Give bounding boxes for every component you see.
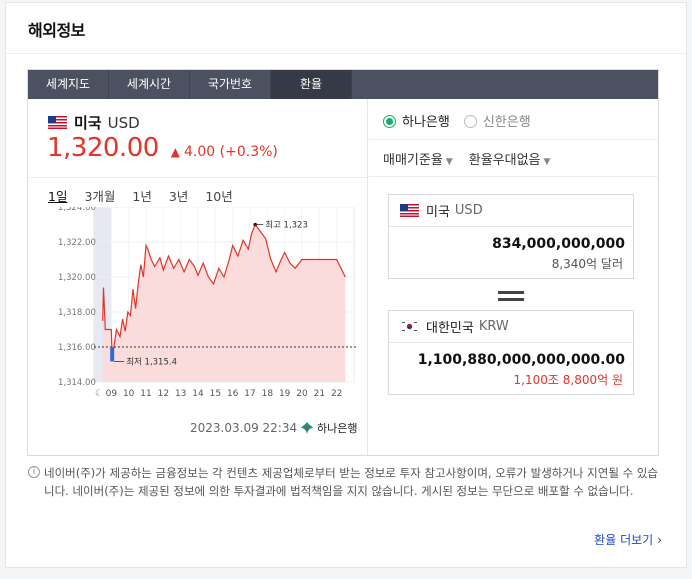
us-flag-icon [400,204,419,217]
option-dropdowns: 매매기준율 ▼ 환율우대없음 ▼ [383,149,566,168]
kr-flag-icon [400,320,419,333]
divider [6,53,686,54]
x-tick-label: 09 [106,389,118,399]
converter-to-box[interactable]: 대한민국 KRW 1,100,880,000,000,000.00 1,100조… [388,310,634,395]
hana-bank-logo-icon [301,422,313,434]
caret-down-icon: ▼ [543,157,551,167]
y-tick-label: 1,320.00 [58,273,96,283]
series-line [102,223,346,358]
exchange-widget: 세계지도 세계시간 국가번호 환율 미국 USD 1,320. [27,69,659,456]
x-tick-label: 13 [175,389,186,399]
x-tick-label: 17 [244,389,255,399]
x-tick-label: 10 [123,389,135,399]
converter-to-currency[interactable]: 대한민국 KRW [389,311,633,343]
bank-logo: 하나은행 [300,420,357,436]
divider [369,139,659,140]
x-tick-label: 22 [331,389,342,399]
tab-country-code[interactable]: 국가번호 [190,70,271,99]
x-tick-label: 18 [262,389,274,399]
y-tick-label: 1,314.00 [58,378,96,388]
exchange-more-link[interactable]: 환율 더보기 › [594,531,662,548]
section-title: 해외정보 [28,21,85,40]
y-tick-label: 1,324.00 [58,207,96,213]
rate-type-label: 매매기준율 [383,153,443,168]
preferential-rate-label: 환율우대없음 [468,153,541,168]
from-amount-words: 8,340억 달러 [551,257,623,271]
to-currency-code: KRW [478,319,509,334]
change-percent: (+0.3%) [219,144,278,160]
period-1d[interactable]: 1일 [48,189,68,204]
from-currency-name: 미국 [426,205,450,220]
exchange-rate-chart: 1,324.00 1,322.00 1,320.00 1,318.00 1,316.00… [58,207,356,399]
caret-down-icon: ▼ [445,157,453,167]
bank-option-label: 신한은행 [482,115,531,130]
high-annotation: 최고 1,323 [265,220,308,231]
bank-logo-text: 하나은행 [317,422,358,435]
bank-option-hana[interactable]: 하나은행 [383,111,450,130]
currency-name: 미국 [74,114,102,132]
rate-type-dropdown[interactable]: 매매기준율 ▼ [383,149,453,168]
divider [28,177,367,178]
radio-unselected-icon [463,115,477,128]
chevron-right-icon: › [657,533,662,547]
converter-panel: 하나은행 신한은행 매매기준율 ▼ 환율우대없음 ▼ [369,99,659,455]
from-amount-input[interactable]: 834,000,000,000 [492,236,625,252]
tab-world-time[interactable]: 세계시간 [109,70,190,99]
x-tick-label: 11 [140,389,151,399]
converter-from-currency[interactable]: 미국 USD [389,195,633,227]
x-tick-label: 12 [158,389,169,399]
period-3y[interactable]: 3년 [168,189,189,204]
radio-selected-icon [383,115,396,128]
period-1y[interactable]: 1년 [132,189,152,204]
timestamp: 2023.03.09 22:34 [190,421,298,435]
from-currency-code: USD [454,203,483,218]
to-currency-name: 대한민국 [426,321,474,336]
us-flag-icon [48,116,67,129]
tab-world-map[interactable]: 세계지도 [28,70,109,99]
more-link-label: 환율 더보기 [594,533,654,547]
bank-option-shinhan[interactable]: 신한은행 [463,111,531,130]
to-amount-words: 1,100조 8,800억 원 [513,373,623,387]
disclaimer: i 네이버(주)가 제공하는 금융정보는 각 컨텐츠 제공업체로부터 받는 정보… [28,464,668,500]
rate-change: ▲ 4.00 (+0.3%) [171,144,278,160]
bank-selector: 하나은행 신한은행 [383,111,545,130]
period-selector: 1일 3개월 1년 3년 10년 [48,186,250,205]
x-tick-label: 19 [279,389,291,399]
y-tick-label: 1,322.00 [58,238,96,248]
low-annotation: 최저 1,315.4 [126,357,177,368]
currency-code: USD [107,113,140,132]
y-tick-label: 1,318.00 [58,308,96,318]
to-amount-value: 1,100,880,000,000,000.00 [417,352,625,368]
tab-bar: 세계지도 세계시간 국가번호 환율 [28,70,658,99]
period-3m[interactable]: 3개월 [84,189,116,204]
x-tick-label: 21 [314,389,325,399]
disclaimer-text: 네이버(주)가 제공하는 금융정보는 각 컨텐츠 제공업체로부터 받는 정보로 … [44,466,658,498]
exchange-rate-value: 1,320.00 [47,133,159,163]
moon-icon: ☾ [95,389,103,399]
info-icon: i [28,466,40,478]
x-tick-label: 14 [192,389,204,399]
x-tick-label: 20 [296,389,308,399]
x-tick-label: 16 [227,389,239,399]
overseas-info-card: 해외정보 세계지도 세계시간 국가번호 환율 미국 USD [5,2,687,568]
currency-header: 미국 USD [48,112,140,133]
series-area [102,224,346,382]
rate-line: 1,320.00 ▲ 4.00 (+0.3%) [47,133,278,163]
bank-option-label: 하나은행 [402,115,450,130]
rate-panel: 미국 USD 1,320.00 ▲ 4.00 (+0.3%) 1일 3개월 1년 … [28,99,368,455]
x-tick-label: 15 [210,389,221,399]
change-value: 4.00 [184,144,216,160]
converter-from-box[interactable]: 미국 USD 834,000,000,000 8,340억 달러 [388,194,634,279]
period-10y[interactable]: 10년 [205,189,233,204]
tab-exchange-rate[interactable]: 환율 [271,70,352,99]
low-marker [110,347,115,362]
y-tick-label: 1,316.00 [58,343,96,353]
equals-icon [498,291,524,305]
preferential-rate-dropdown[interactable]: 환율우대없음 ▼ [469,149,551,168]
up-arrow-icon: ▲ [170,145,181,159]
divider [369,176,659,177]
